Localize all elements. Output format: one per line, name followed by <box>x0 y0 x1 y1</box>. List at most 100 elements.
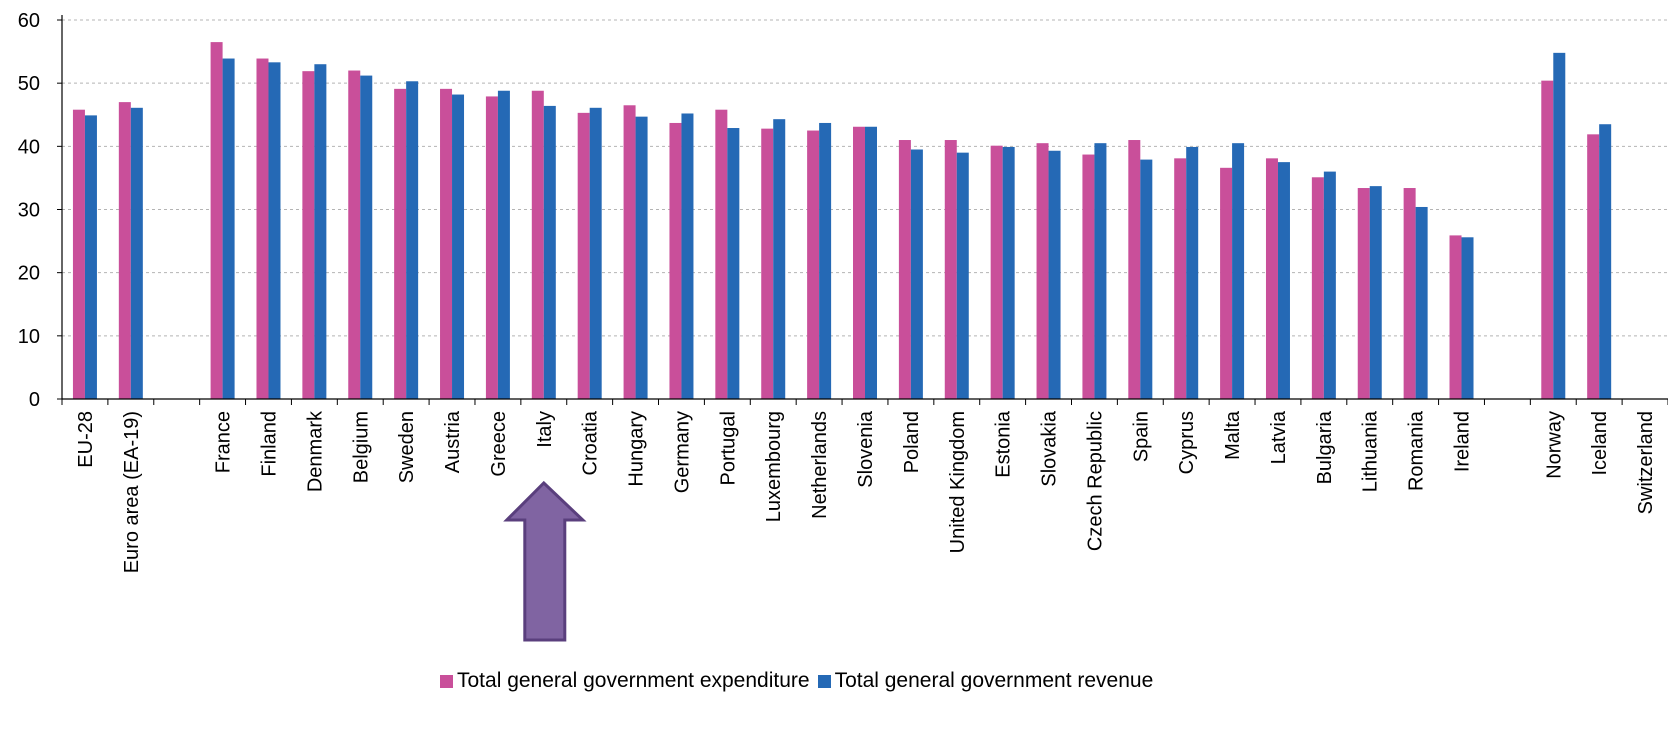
bar-expenditure-30 <box>1449 235 1462 399</box>
bar-revenue-29 <box>1415 206 1428 399</box>
bar-revenue-1 <box>130 107 143 399</box>
y-tick-label-60: 60 <box>18 10 40 32</box>
bar-revenue-10 <box>543 105 556 399</box>
bar-expenditure-22 <box>1082 154 1095 399</box>
bar-revenue-14 <box>727 128 740 399</box>
bar-revenue-32 <box>1553 52 1566 399</box>
bar-revenue-16 <box>819 122 832 399</box>
legend: Total general government expenditure Tot… <box>440 668 1161 694</box>
bar-expenditure-16 <box>807 130 820 399</box>
bar-revenue-12 <box>635 116 648 400</box>
bar-revenue-20 <box>1002 146 1015 399</box>
bar-expenditure-13 <box>669 122 682 399</box>
legend-item-expenditure: Total general government expenditure <box>440 669 810 693</box>
bar-expenditure-15 <box>761 128 774 399</box>
x-tick-label-france: France <box>213 411 235 473</box>
x-tick-label-slovenia: Slovenia <box>855 410 877 488</box>
legend-item-revenue: Total general government revenue <box>817 669 1154 693</box>
bar-expenditure-4 <box>256 58 269 399</box>
x-tick-label-austria: Austria <box>442 410 464 473</box>
bar-revenue-21 <box>1048 150 1061 399</box>
bar-expenditure-11 <box>577 112 590 399</box>
x-tick-label-croatia: Croatia <box>580 410 602 475</box>
x-tick-label-belgium: Belgium <box>350 411 372 483</box>
bar-expenditure-29 <box>1403 188 1416 399</box>
bar-expenditure-14 <box>715 109 728 400</box>
x-tick-label-eu-28: EU-28 <box>75 411 97 468</box>
legend-label-revenue: Total general government revenue <box>834 669 1154 692</box>
bar-expenditure-26 <box>1265 158 1278 399</box>
bar-revenue-24 <box>1186 146 1199 399</box>
bar-expenditure-32 <box>1541 80 1554 399</box>
legend-label-expenditure: Total general government expenditure <box>457 669 810 692</box>
bar-revenue-6 <box>360 75 373 399</box>
y-tick-label-20: 20 <box>18 263 40 285</box>
bar-revenue-11 <box>589 107 602 399</box>
bar-revenue-33 <box>1599 124 1612 399</box>
x-tick-label-united-kingdom: United Kingdom <box>947 411 969 553</box>
gridlines <box>62 19 1668 337</box>
y-tick-label-10: 10 <box>18 326 40 348</box>
x-tick-label-cyprus: Cyprus <box>1176 411 1198 474</box>
x-tick-label-romania: Romania <box>1406 410 1428 491</box>
y-axis: 0 10 20 30 40 50 60 <box>18 10 40 411</box>
bar-revenue-26 <box>1277 162 1290 399</box>
y-tick-label-40: 40 <box>18 136 40 158</box>
bar-expenditure-6 <box>348 70 361 400</box>
y-tick-label-50: 50 <box>18 73 40 95</box>
bar-expenditure-23 <box>1128 140 1141 399</box>
bar-revenue-30 <box>1461 237 1474 399</box>
y-tick-label-30: 30 <box>18 200 40 222</box>
bar-revenue-4 <box>268 62 281 400</box>
x-axis <box>57 15 1668 405</box>
x-tick-label-denmark: Denmark <box>304 410 326 492</box>
bar-expenditure-19 <box>944 140 957 399</box>
x-tick-label-bulgaria: Bulgaria <box>1314 410 1336 484</box>
bar-expenditure-1 <box>118 102 131 399</box>
bar-revenue-27 <box>1323 171 1336 399</box>
bar-expenditure-17 <box>853 126 865 400</box>
bar-revenue-0 <box>84 115 97 400</box>
x-tick-label-italy: Italy <box>534 411 556 448</box>
x-tick-label-luxembourg: Luxembourg <box>763 411 785 522</box>
x-axis-labels: EU-28 Euro area (EA-19) France Finland Denma… <box>75 410 1657 573</box>
x-tick-label-ireland: Ireland <box>1452 411 1474 472</box>
bar-expenditure-33 <box>1587 134 1600 399</box>
x-tick-label-latvia: Latvia <box>1268 410 1290 464</box>
x-tick-label-finland: Finland <box>258 411 280 477</box>
bar-expenditure-25 <box>1220 167 1233 399</box>
bar-expenditure-24 <box>1174 158 1187 399</box>
x-tick-label-euro-area-ea-19-: Euro area (EA-19) <box>121 411 143 573</box>
bar-expenditure-27 <box>1311 177 1324 399</box>
x-tick-label-hungary: Hungary <box>626 411 648 487</box>
bar-expenditure-18 <box>898 140 911 399</box>
bar-revenue-18 <box>910 149 923 399</box>
bar-expenditure-21 <box>1036 143 1049 399</box>
bar-expenditure-20 <box>990 145 1003 399</box>
bar-revenue-13 <box>681 113 694 399</box>
x-tick-label-greece: Greece <box>488 411 510 477</box>
bar-expenditure-7 <box>394 88 407 399</box>
bar-revenue-23 <box>1140 159 1153 399</box>
bar-revenue-19 <box>956 152 969 399</box>
annotation-arrow-group <box>503 480 587 642</box>
bar-revenue-28 <box>1369 186 1382 399</box>
legend-swatch-expenditure <box>440 674 453 688</box>
bar-expenditure-0 <box>72 109 85 400</box>
y-tick-label-0: 0 <box>29 389 40 411</box>
x-tick-label-czech-republic: Czech Republic <box>1084 411 1106 551</box>
bar-expenditure-10 <box>531 90 544 399</box>
x-tick-label-spain: Spain <box>1130 411 1152 462</box>
bar-revenue-8 <box>452 94 465 399</box>
bar-expenditure-12 <box>623 105 636 400</box>
bar-revenue-9 <box>497 90 510 399</box>
bar-revenue-7 <box>406 81 419 399</box>
x-tick-label-poland: Poland <box>901 411 923 473</box>
x-tick-label-portugal: Portugal <box>717 411 739 486</box>
x-tick-label-iceland: Iceland <box>1589 411 1611 476</box>
bars <box>72 42 1612 400</box>
bar-revenue-17 <box>865 126 877 400</box>
x-tick-label-slovakia: Slovakia <box>1039 410 1061 486</box>
bar-expenditure-8 <box>440 88 453 399</box>
